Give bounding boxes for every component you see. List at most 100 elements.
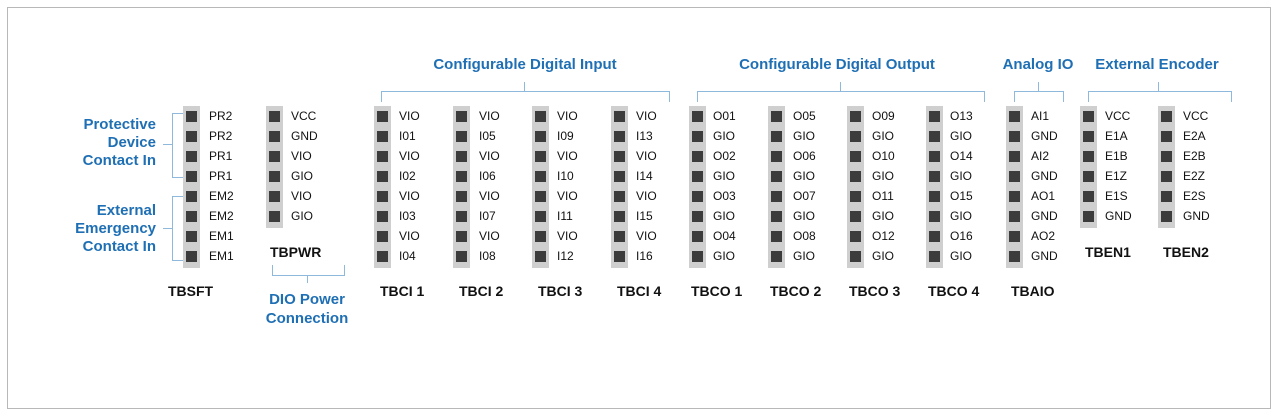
pin-terminal bbox=[456, 231, 467, 242]
terminal-block-name: TBCI 2 bbox=[459, 283, 504, 299]
pin-label: VCC bbox=[291, 109, 317, 123]
pin-label: I13 bbox=[636, 129, 653, 143]
pin-label: I08 bbox=[479, 249, 496, 263]
pin-label: PR1 bbox=[209, 169, 233, 183]
pin-label: O07 bbox=[793, 189, 816, 203]
terminal-block-strip bbox=[768, 106, 785, 268]
pin-label: VIO bbox=[291, 149, 312, 163]
pin-terminal bbox=[456, 171, 467, 182]
pin-label: GND bbox=[1183, 209, 1210, 223]
pin-label: VIO bbox=[636, 149, 657, 163]
pin-label: GND bbox=[1031, 249, 1058, 263]
pin-terminal bbox=[1083, 211, 1094, 222]
terminal-block-name: TBCO 1 bbox=[691, 283, 743, 299]
pin-terminal bbox=[1009, 191, 1020, 202]
pin-terminal bbox=[535, 211, 546, 222]
pin-label: VIO bbox=[557, 109, 578, 123]
pin-terminal bbox=[535, 231, 546, 242]
terminal-block-name: TBAIO bbox=[1011, 283, 1055, 299]
pin-label: E1S bbox=[1105, 189, 1128, 203]
pin-terminal bbox=[929, 131, 940, 142]
terminal-block-name: TBCI 3 bbox=[538, 283, 583, 299]
bracket-external-encoder bbox=[1088, 91, 1232, 102]
pin-terminal bbox=[850, 151, 861, 162]
pin-label: O15 bbox=[950, 189, 973, 203]
pin-label: GIO bbox=[793, 209, 816, 223]
bracket-tick bbox=[1038, 82, 1039, 91]
pin-terminal bbox=[377, 131, 388, 142]
pin-terminal bbox=[692, 191, 703, 202]
pin-label: EM2 bbox=[209, 209, 234, 223]
pin-terminal bbox=[850, 111, 861, 122]
pin-label: I14 bbox=[636, 169, 653, 183]
pin-label: AO1 bbox=[1031, 189, 1056, 203]
pin-label: AO2 bbox=[1031, 229, 1056, 243]
pin-terminal bbox=[269, 211, 280, 222]
pin-terminal bbox=[1161, 111, 1172, 122]
pin-label: GIO bbox=[872, 169, 895, 183]
diagram-frame bbox=[7, 7, 1271, 409]
pin-label: O09 bbox=[872, 109, 895, 123]
pin-terminal bbox=[377, 191, 388, 202]
pin-label: GIO bbox=[872, 249, 895, 263]
pin-label: I06 bbox=[479, 169, 496, 183]
pin-terminal bbox=[771, 111, 782, 122]
pin-label: I12 bbox=[557, 249, 574, 263]
pin-label: GIO bbox=[950, 209, 973, 223]
pin-label: VIO bbox=[399, 109, 420, 123]
pin-terminal bbox=[535, 151, 546, 162]
pin-terminal bbox=[269, 151, 280, 162]
pin-label: GIO bbox=[950, 129, 973, 143]
pin-label: O13 bbox=[950, 109, 973, 123]
pin-label: GIO bbox=[950, 169, 973, 183]
group-title-emergency: External Emergency Contact In bbox=[75, 202, 156, 255]
terminal-block-name: TBEN1 bbox=[1085, 244, 1131, 260]
pin-label: VIO bbox=[557, 189, 578, 203]
bracket-digital-output bbox=[697, 91, 985, 102]
pin-label: GND bbox=[1031, 209, 1058, 223]
pin-terminal bbox=[771, 151, 782, 162]
pin-label: VIO bbox=[636, 109, 657, 123]
bracket-analog-io bbox=[1014, 91, 1064, 102]
pin-terminal bbox=[929, 251, 940, 262]
group-title-external-encoder: External Encoder bbox=[1095, 56, 1219, 73]
pin-terminal bbox=[269, 191, 280, 202]
pin-label: GIO bbox=[713, 209, 736, 223]
pin-label: O04 bbox=[713, 229, 736, 243]
pin-label: VIO bbox=[479, 109, 500, 123]
pin-label: GIO bbox=[872, 129, 895, 143]
terminal-block-strip bbox=[689, 106, 706, 268]
pin-terminal bbox=[692, 231, 703, 242]
pin-terminal bbox=[1009, 251, 1020, 262]
bracket-tick bbox=[163, 144, 172, 145]
pin-terminal bbox=[850, 231, 861, 242]
pin-terminal bbox=[929, 231, 940, 242]
pin-label: O16 bbox=[950, 229, 973, 243]
pin-terminal bbox=[850, 251, 861, 262]
pin-label: GND bbox=[1105, 209, 1132, 223]
group-title-digital-output: Configurable Digital Output bbox=[739, 56, 935, 73]
group-title-analog-io: Analog IO bbox=[1002, 56, 1074, 73]
pin-terminal bbox=[692, 111, 703, 122]
pin-terminal bbox=[1161, 151, 1172, 162]
pin-terminal bbox=[1009, 151, 1020, 162]
bracket-dio-power bbox=[272, 265, 345, 276]
bracket-tick bbox=[307, 275, 308, 283]
pin-label: I01 bbox=[399, 129, 416, 143]
pin-label: I07 bbox=[479, 209, 496, 223]
pin-label: VCC bbox=[1183, 109, 1209, 123]
pin-label: GIO bbox=[950, 249, 973, 263]
pin-terminal bbox=[1083, 151, 1094, 162]
pin-terminal bbox=[377, 251, 388, 262]
pin-terminal bbox=[377, 151, 388, 162]
pin-terminal bbox=[456, 111, 467, 122]
bracket-tick bbox=[1158, 82, 1159, 91]
pin-label: VIO bbox=[399, 189, 420, 203]
terminal-block-strip bbox=[453, 106, 470, 268]
pin-terminal bbox=[929, 151, 940, 162]
pin-terminal bbox=[456, 191, 467, 202]
pin-label: I03 bbox=[399, 209, 416, 223]
pin-terminal bbox=[1009, 111, 1020, 122]
bracket-tick bbox=[524, 82, 525, 91]
pin-label: O12 bbox=[872, 229, 895, 243]
